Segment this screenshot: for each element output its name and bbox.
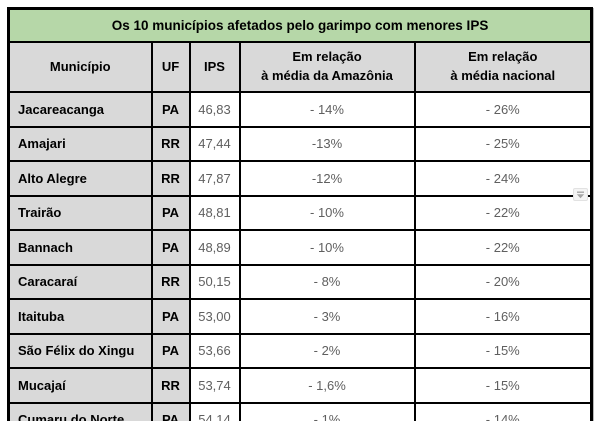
uf-cell: RR [150,367,191,404]
nacional-pct-cell: - 20% [413,263,593,300]
amazonia-pct-cell: - 1% [238,401,416,421]
column-header-municipio: Município [7,41,153,93]
uf-cell: RR [150,125,191,162]
uf-cell: RR [150,160,191,197]
table-row: Cumaru do Norte PA 54,14 - 1% - 14% [7,401,593,421]
amazonia-pct-cell: - 8% [238,263,416,300]
ips-table: Os 10 municípios afetados pelo garimpo c… [7,7,594,421]
ips-cell: 50,15 [188,263,241,300]
nacional-pct-cell: - 24% [413,160,593,197]
header-line-1: Em relação [468,49,538,65]
uf-cell: PA [150,229,191,266]
municipality-cell: Alto Alegre [7,160,153,197]
ips-cell: 53,00 [188,298,241,335]
uf-cell: PA [150,401,191,421]
nacional-pct-cell: - 16% [413,298,593,335]
table-title: Os 10 municípios afetados pelo garimpo c… [7,7,593,43]
ips-cell: 48,81 [188,194,241,231]
column-header-uf: UF [150,41,191,93]
header-line-2: à média nacional [450,68,556,83]
table-row: Itaituba PA 53,00 - 3% - 16% [7,298,593,335]
amazonia-pct-cell: -12% [238,160,416,197]
nacional-pct-cell: - 15% [413,367,593,404]
ips-cell: 53,66 [188,332,241,369]
amazonia-pct-cell: - 1,6% [238,367,416,404]
table-row: Jacareacanga PA 46,83 - 14% - 26% [7,91,593,128]
table-row: Mucajaí RR 53,74 - 1,6% - 15% [7,367,593,404]
uf-cell: PA [150,332,191,369]
nacional-pct-cell: - 22% [413,194,593,231]
amazonia-pct-cell: -13% [238,125,416,162]
ips-cell: 48,89 [188,229,241,266]
table-row: Trairão PA 48,81 - 10% - 22% [7,194,593,231]
nacional-pct-cell: - 22% [413,229,593,266]
municipality-cell: São Félix do Xingu [7,332,153,369]
uf-cell: PA [150,194,191,231]
header-row: Município UF IPS Em relação à média da Am… [7,41,593,93]
municipality-cell: Caracaraí [7,263,153,300]
cell-dropdown-button[interactable] [573,188,588,201]
column-header-ips: IPS [188,41,241,93]
amazonia-pct-cell: - 10% [238,194,416,231]
ips-cell: 54,14 [188,401,241,421]
uf-cell: PA [150,298,191,335]
nacional-pct-cell: - 26% [413,91,593,128]
uf-cell: PA [150,91,191,128]
nacional-pct-cell: - 14% [413,401,593,421]
amazonia-pct-cell: - 3% [238,298,416,335]
municipality-cell: Cumaru do Norte [7,401,153,421]
table-row: Bannach PA 48,89 - 10% - 22% [7,229,593,266]
nacional-pct-cell: - 15% [413,332,593,369]
amazonia-pct-cell: - 14% [238,91,416,128]
chevron-down-icon [576,191,585,198]
table-row: São Félix do Xingu PA 53,66 - 2% - 15% [7,332,593,369]
municipality-cell: Mucajaí [7,367,153,404]
title-row: Os 10 municípios afetados pelo garimpo c… [7,7,593,43]
municipality-cell: Amajari [7,125,153,162]
ips-cell: 47,44 [188,125,241,162]
amazonia-pct-cell: - 10% [238,229,416,266]
column-header-amazonia: Em relação à média da Amazônia [238,41,416,93]
table-row: Alto Alegre RR 47,87 -12% - 24% [7,160,593,197]
ips-cell: 53,74 [188,367,241,404]
municipality-cell: Trairão [7,194,153,231]
nacional-pct-cell: - 25% [413,125,593,162]
column-header-nacional: Em relação à média nacional [413,41,593,93]
municipality-cell: Jacareacanga [7,91,153,128]
municipality-cell: Bannach [7,229,153,266]
municipality-cell: Itaituba [7,298,153,335]
ips-cell: 46,83 [188,91,241,128]
ips-cell: 47,87 [188,160,241,197]
amazonia-pct-cell: - 2% [238,332,416,369]
table-row: Caracaraí RR 50,15 - 8% - 20% [7,263,593,300]
table-row: Amajari RR 47,44 -13% - 25% [7,125,593,162]
uf-cell: RR [150,263,191,300]
header-line-1: Em relação [292,49,362,65]
header-line-2: à média da Amazônia [261,68,393,83]
